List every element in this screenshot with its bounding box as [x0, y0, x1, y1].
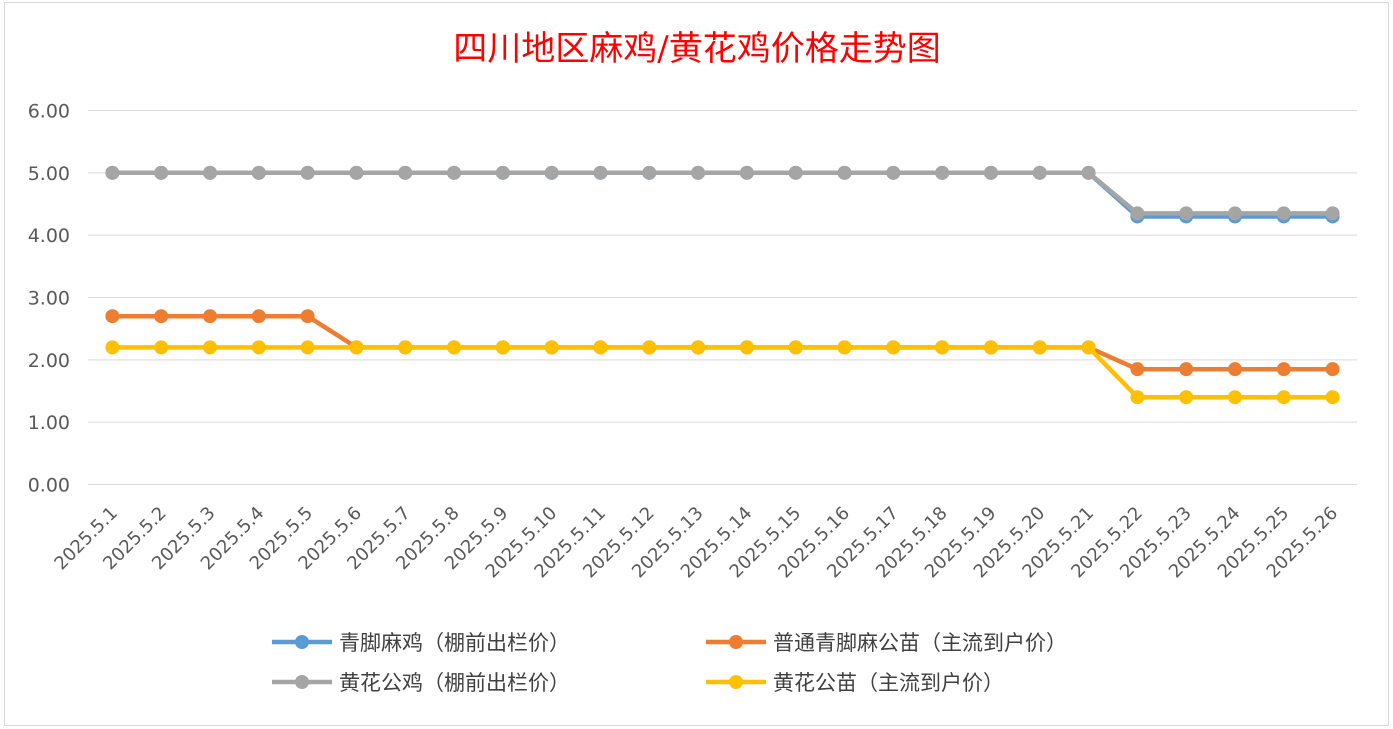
data-point [398, 165, 413, 180]
data-point [935, 165, 950, 180]
data-point [1227, 206, 1242, 221]
data-point [154, 309, 169, 324]
y-tick-label: 2.00 [28, 350, 70, 372]
data-point [349, 165, 364, 180]
legend-item: 黄花公鸡（棚前出栏价） [272, 671, 570, 695]
series-line [110, 313, 1335, 372]
data-point [1276, 362, 1291, 377]
series-4 [105, 340, 1340, 405]
data-point [251, 309, 266, 324]
series-line [110, 170, 1335, 219]
data-point [154, 165, 169, 180]
y-tick-label: 0.00 [28, 475, 70, 497]
data-point [642, 340, 657, 355]
legend-marker [295, 635, 309, 649]
data-point [983, 165, 998, 180]
legend-item: 普通青脚麻公苗（主流到户价） [706, 631, 1067, 655]
data-point [447, 340, 462, 355]
y-axis-ticks: 0.00 1.00 2.00 3.00 4.00 5.00 6.00 [28, 101, 70, 497]
data-point [1179, 206, 1194, 221]
data-point [398, 340, 413, 355]
x-axis-ticks: 2025.5.12025.5.22025.5.32025.5.42025.5.5… [50, 503, 1342, 583]
chart-frame [4, 2, 1389, 726]
data-point [251, 340, 266, 355]
data-point [105, 165, 120, 180]
data-point [1081, 165, 1096, 180]
data-point [300, 309, 315, 324]
data-point [105, 340, 120, 355]
series-lines [105, 165, 1340, 405]
series-line [110, 345, 1335, 400]
data-point [691, 165, 706, 180]
data-point [1032, 165, 1047, 180]
y-tick-label: 5.00 [28, 163, 70, 185]
legend-label: 青脚麻鸡（棚前出栏价） [339, 631, 570, 655]
chart-title: 四川地区麻鸡/黄花鸡价格走势图 [453, 29, 940, 69]
data-point [837, 165, 852, 180]
data-point [349, 340, 364, 355]
data-point [642, 165, 657, 180]
data-point [1179, 362, 1194, 377]
data-point [593, 165, 608, 180]
data-point [203, 165, 218, 180]
legend-marker [729, 635, 743, 649]
legend-label: 黄花公鸡（棚前出栏价） [339, 671, 570, 695]
data-point [788, 340, 803, 355]
y-tick-label: 6.00 [28, 101, 70, 123]
data-point [1227, 390, 1242, 405]
series-line [110, 170, 1335, 216]
legend-marker [729, 675, 743, 689]
y-tick-label: 4.00 [28, 225, 70, 247]
data-point [1130, 206, 1145, 221]
y-tick-label: 3.00 [28, 288, 70, 310]
data-point [935, 340, 950, 355]
data-point [1032, 340, 1047, 355]
data-point [105, 309, 120, 324]
data-point [691, 340, 706, 355]
data-point [837, 340, 852, 355]
data-point [495, 340, 510, 355]
data-point [886, 165, 901, 180]
data-point [300, 340, 315, 355]
data-point [983, 340, 998, 355]
legend-label: 普通青脚麻公苗（主流到户价） [773, 631, 1067, 655]
data-point [739, 165, 754, 180]
data-point [1130, 390, 1145, 405]
data-point [300, 165, 315, 180]
data-point [544, 165, 559, 180]
data-point [1325, 390, 1340, 405]
data-point [154, 340, 169, 355]
legend-marker [295, 675, 309, 689]
data-point [495, 165, 510, 180]
y-tick-label: 1.00 [28, 412, 70, 434]
series-2 [105, 309, 1340, 377]
gridlines [88, 110, 1357, 485]
legend-item: 黄花公苗（主流到户价） [706, 671, 1004, 695]
data-point [739, 340, 754, 355]
data-point [788, 165, 803, 180]
legend-label: 黄花公苗（主流到户价） [773, 671, 1004, 695]
data-point [886, 340, 901, 355]
data-point [1325, 206, 1340, 221]
data-point [1081, 340, 1096, 355]
data-point [1179, 390, 1194, 405]
data-point [593, 340, 608, 355]
data-point [447, 165, 462, 180]
data-point [203, 340, 218, 355]
data-point [203, 309, 218, 324]
legend: 青脚麻鸡（棚前出栏价） 普通青脚麻公苗（主流到户价） 黄花公鸡（棚前出栏价） 黄花公苗… [272, 631, 1067, 695]
legend-item: 青脚麻鸡（棚前出栏价） [272, 631, 570, 655]
data-point [1276, 206, 1291, 221]
data-point [1227, 362, 1242, 377]
data-point [251, 165, 266, 180]
data-point [1130, 362, 1145, 377]
data-point [1325, 362, 1340, 377]
data-point [1276, 390, 1291, 405]
data-point [544, 340, 559, 355]
series-3 [105, 165, 1340, 221]
